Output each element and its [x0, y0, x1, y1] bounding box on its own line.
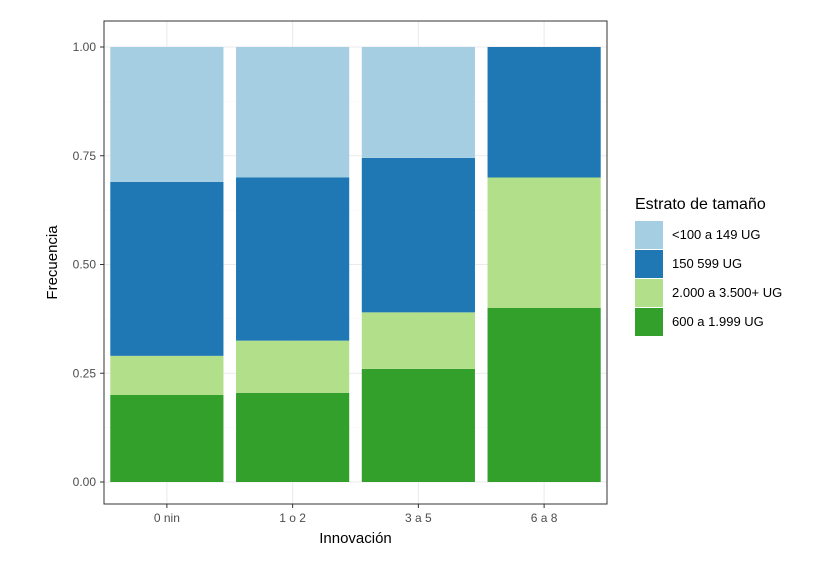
bar-segment — [487, 47, 601, 178]
x-axis: 0 nin 1 o 2 3 a 5 6 a 8 — [154, 504, 558, 525]
bar-segment — [236, 177, 350, 341]
legend-swatch — [635, 308, 663, 336]
y-tick-label: 0.75 — [73, 149, 97, 163]
bar-segment — [361, 368, 475, 482]
bar-segment — [361, 157, 475, 313]
bar-segment — [361, 312, 475, 369]
y-tick-label: 0.50 — [73, 258, 97, 272]
bar-segment — [361, 47, 475, 158]
legend-swatch — [635, 221, 663, 249]
bar-segment — [110, 355, 224, 395]
y-axis-title: Frecuencia — [44, 225, 61, 300]
bar-segment — [487, 177, 601, 308]
y-tick-label: 1.00 — [73, 40, 97, 54]
x-tick-label: 0 nin — [154, 511, 180, 525]
y-tick-label: 0.00 — [73, 475, 97, 489]
legend-swatch — [635, 279, 663, 307]
legend-label: 2.000 a 3.500+ UG — [672, 285, 782, 300]
x-tick-label: 6 a 8 — [531, 511, 558, 525]
legend-swatch — [635, 250, 663, 278]
bar-segment — [487, 308, 601, 482]
legend: Estrato de tamaño <100 a 149 UG 150 599 U… — [635, 196, 782, 336]
legend-title: Estrato de tamaño — [635, 196, 766, 213]
plot-panel-border — [103, 20, 608, 505]
x-tick-label: 1 o 2 — [279, 511, 306, 525]
legend-label: 600 a 1.999 UG — [672, 314, 764, 329]
legend-label: 150 599 UG — [672, 256, 742, 271]
bar-segment — [110, 181, 224, 356]
bar-segment — [110, 395, 224, 482]
y-axis: 0.00 0.25 0.50 0.75 1.00 — [73, 40, 104, 489]
bar-segment — [236, 392, 350, 482]
bar-segment — [236, 340, 350, 393]
x-tick-label: 3 a 5 — [405, 511, 432, 525]
x-axis-title: Innovación — [319, 530, 392, 547]
bar-segment — [110, 47, 224, 182]
y-tick-label: 0.25 — [73, 366, 97, 380]
legend-label: <100 a 149 UG — [672, 227, 761, 242]
bar-segment — [236, 47, 350, 178]
bars — [110, 47, 601, 482]
